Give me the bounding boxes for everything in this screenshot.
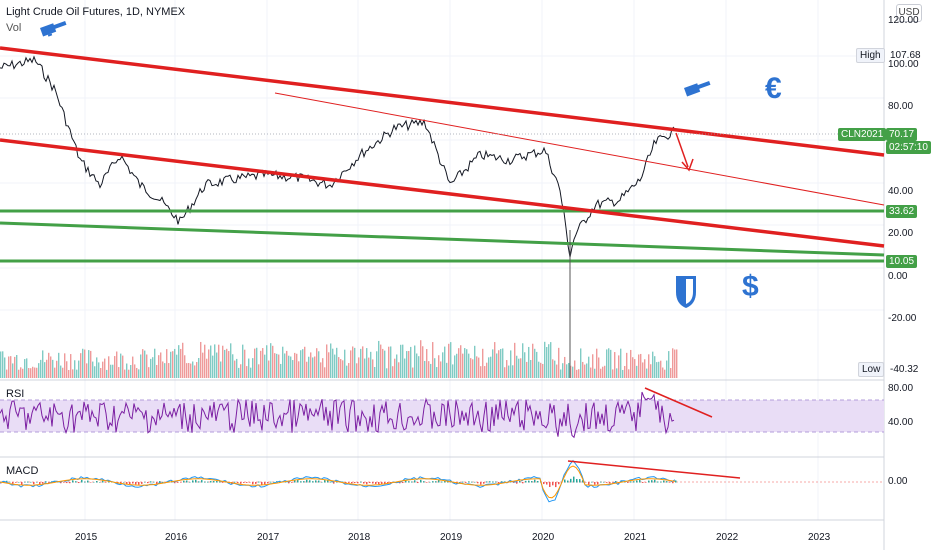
high-tag: High — [856, 48, 885, 63]
channel-bottom-line[interactable] — [0, 138, 885, 248]
time-axis-label: 2019 — [440, 532, 463, 543]
price-axis-label: 40.00 — [888, 186, 914, 197]
chart-title: Light Crude Oil Futures, 1D, NYMEX — [6, 6, 186, 18]
shield-icon-highlight — [686, 279, 693, 304]
gavel-icon — [40, 20, 67, 37]
symbol-tag: CLN2021 — [838, 128, 887, 141]
channel-top-line[interactable] — [0, 46, 885, 157]
low-tag: Low — [858, 362, 885, 377]
time-axis-label: 2016 — [165, 532, 188, 543]
low-value: -40.32 — [890, 364, 919, 375]
price-axis-label: 100.00 — [888, 59, 919, 70]
level-tag-lower: 10.05 — [886, 255, 918, 268]
macd-legend: MACD — [6, 465, 39, 477]
price-axis-label: 0.00 — [888, 271, 908, 282]
last-price-tag: 70.17 — [886, 128, 918, 141]
dollar-icon: $ — [742, 270, 759, 303]
time-axis-label: 2022 — [716, 532, 739, 543]
time-axis-label: 2023 — [808, 532, 831, 543]
time-axis-label: 2020 — [532, 532, 555, 543]
price-axis-label: 80.00 — [888, 101, 914, 112]
down-arrow-head — [681, 158, 694, 172]
macd-divergence-line[interactable] — [567, 460, 741, 479]
low-label: Low — [862, 364, 881, 375]
rsi-divergence-line[interactable] — [644, 387, 713, 418]
support-trend-line[interactable] — [0, 221, 885, 257]
high-label: High — [860, 50, 881, 61]
signal-line — [0, 465, 676, 499]
time-axis-label: 2015 — [75, 532, 98, 543]
high-value: 107.68 — [890, 50, 921, 61]
time-axis-label: 2021 — [624, 532, 647, 543]
currency-button[interactable]: USD — [896, 4, 922, 22]
time-axis-label: 2018 — [348, 532, 371, 543]
macd-axis-0: 0.00 — [888, 476, 908, 487]
time-axis-label: 2017 — [257, 532, 280, 543]
price-axis-label: 120.00 — [888, 15, 919, 26]
gavel-icon — [684, 80, 711, 97]
rsi-axis-40: 40.00 — [888, 417, 914, 428]
rsi-axis-80: 80.00 — [888, 383, 914, 394]
rsi-line — [0, 391, 675, 439]
rsi-legend: RSI — [6, 388, 25, 400]
channel-mid-line[interactable] — [274, 92, 885, 206]
level-tag-upper: 33.62 — [886, 205, 918, 218]
price-axis-label: -20.00 — [888, 313, 917, 324]
euro-icon: € — [765, 72, 782, 105]
countdown-tag: 02:57:10 — [886, 141, 931, 154]
down-arrow-line[interactable] — [675, 132, 689, 168]
price-axis-label: 20.00 — [888, 228, 914, 239]
volume-histogram — [0, 340, 678, 378]
volume-legend: Vol — [6, 22, 22, 34]
